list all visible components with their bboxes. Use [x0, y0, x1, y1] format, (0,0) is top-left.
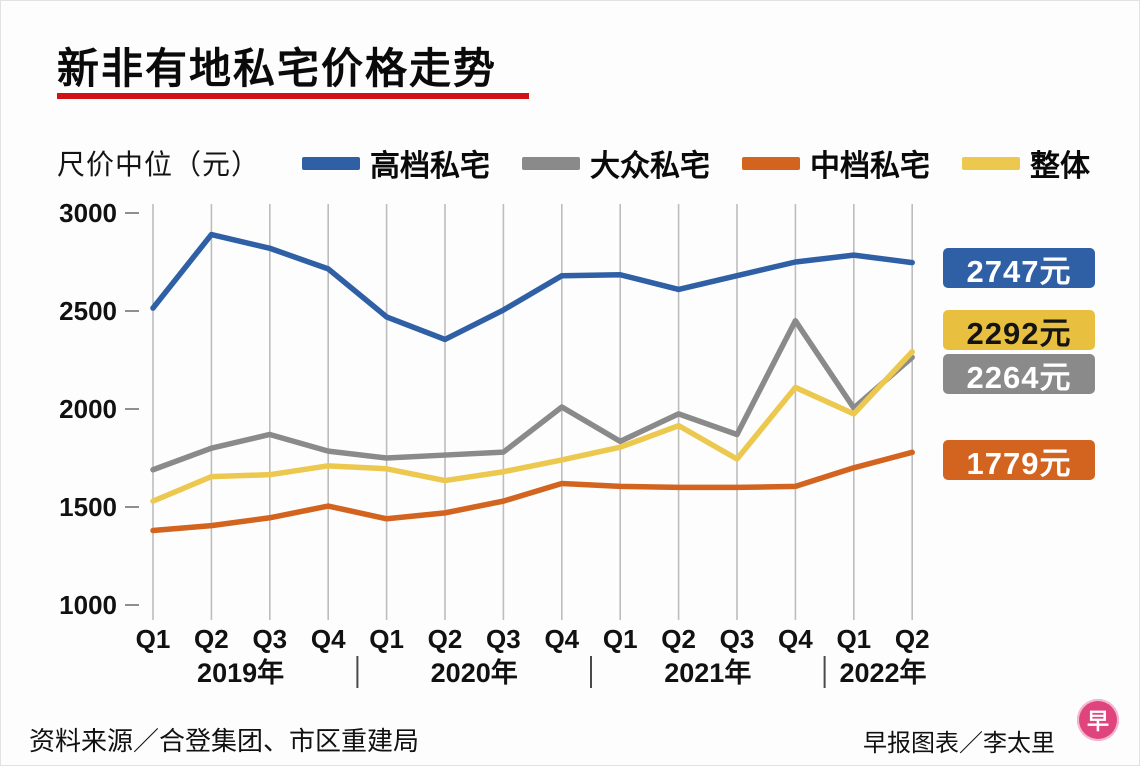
svg-text:Q2: Q2	[428, 624, 463, 654]
svg-text:2021年: 2021年	[664, 657, 751, 688]
svg-text:Q4: Q4	[544, 624, 579, 654]
legend-label-overall: 整体	[1030, 150, 1091, 183]
legend: 高档私宅 大众私宅 中档私宅 整体	[302, 141, 1090, 185]
svg-text:2022年: 2022年	[839, 657, 926, 688]
svg-text:Q2: Q2	[895, 624, 930, 654]
high-end-color-swatch	[302, 156, 361, 170]
legend-item-high-end: 高档私宅	[302, 141, 490, 185]
svg-text:Q2: Q2	[661, 624, 696, 654]
zaobao-logo: 早	[1077, 699, 1119, 741]
svg-text:2019年: 2019年	[197, 657, 284, 688]
mass-market-color-swatch	[522, 156, 581, 170]
y-axis-unit-label: 尺价中位（元）	[57, 149, 261, 180]
mid-tier-color-swatch	[742, 156, 801, 170]
legend-item-mid-tier: 中档私宅	[742, 141, 930, 185]
svg-text:Q1: Q1	[836, 624, 871, 654]
legend-item-mass-market: 大众私宅	[522, 141, 710, 185]
svg-text:Q3: Q3	[252, 624, 287, 654]
svg-text:Q2: Q2	[194, 624, 229, 654]
overall-color-swatch	[962, 156, 1021, 170]
svg-text:Q4: Q4	[778, 624, 813, 654]
svg-text:1000: 1000	[59, 590, 117, 620]
svg-text:Q3: Q3	[486, 624, 521, 654]
svg-text:Q4: Q4	[311, 624, 346, 654]
svg-text:3000: 3000	[59, 198, 117, 228]
legend-label-high-end: 高档私宅	[370, 150, 491, 183]
graphics-credit: 早报图表／李太里	[863, 730, 1055, 757]
svg-text:2020年: 2020年	[431, 657, 518, 688]
svg-text:Q1: Q1	[603, 624, 638, 654]
svg-text:Q1: Q1	[136, 624, 171, 654]
end-value-tag-mass-market: 2264元	[943, 354, 1095, 395]
legend-item-overall: 整体	[962, 141, 1090, 185]
svg-text:Q1: Q1	[369, 624, 404, 654]
source-credit: 资料来源／合登集团、市区重建局	[29, 726, 420, 756]
end-value-tag-high-end: 2747元	[943, 248, 1095, 289]
page-title: 新非有地私宅价格走势	[57, 45, 498, 92]
legend-label-mid-tier: 中档私宅	[810, 150, 931, 183]
svg-text:2500: 2500	[59, 296, 117, 326]
svg-text:Q3: Q3	[720, 624, 755, 654]
legend-label-mass-market: 大众私宅	[590, 150, 711, 183]
end-value-tag-mid-tier: 1779元	[943, 440, 1095, 481]
svg-text:1500: 1500	[59, 492, 117, 522]
price-trend-line-chart: 3000 2500 2000 1500 1000 Q1 Q2 Q3 Q4 Q1 Q2 Q3 Q4 Q1 Q2…	[59, 198, 930, 688]
legend-row: 尺价中位（元） 高档私宅 大众私宅 中档私宅 整体	[57, 141, 1117, 185]
end-value-tag-overall: 2292元	[943, 310, 1095, 351]
svg-text:2000: 2000	[59, 394, 117, 424]
title-underline	[57, 93, 529, 99]
